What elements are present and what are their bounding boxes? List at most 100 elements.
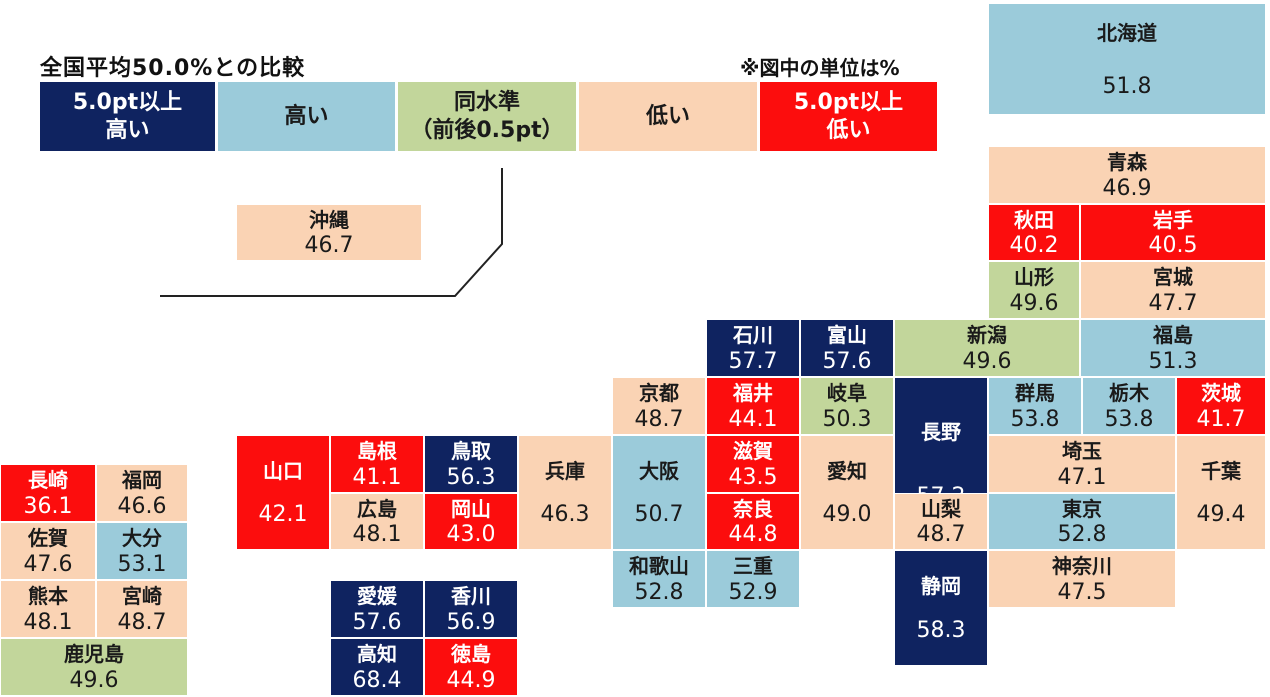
- pref-value: 50.3: [822, 407, 872, 432]
- pref-tokushima: 徳島 44.9: [424, 638, 518, 696]
- pref-fukui: 福井 44.1: [706, 377, 800, 435]
- pref-value: 46.9: [1102, 176, 1152, 201]
- pref-value: 46.7: [304, 233, 354, 259]
- pref-value: 48.7: [117, 610, 167, 635]
- pref-hiroshima: 広島 48.1: [330, 493, 424, 550]
- pref-value: 48.7: [916, 522, 966, 548]
- pref-name: 沖縄: [309, 207, 349, 232]
- pref-value: 52.8: [634, 580, 684, 605]
- pref-name: 福岡: [122, 468, 162, 492]
- pref-kanagawa: 神奈川 47.5: [988, 550, 1176, 608]
- pref-name: 山形: [1014, 265, 1054, 289]
- pref-value: 40.2: [1009, 233, 1059, 259]
- legend-high: 高い: [218, 82, 395, 151]
- pref-fukuoka: 福岡 46.6: [96, 464, 188, 522]
- pref-mie: 三重 52.9: [706, 550, 800, 608]
- pref-name: 長崎: [28, 468, 68, 492]
- pref-kagawa: 香川 56.9: [424, 580, 518, 638]
- pref-okayama: 岡山 43.0: [424, 493, 518, 550]
- pref-value: 40.5: [1148, 233, 1198, 259]
- pref-value: 49.6: [69, 668, 119, 693]
- pref-value: 43.5: [728, 465, 778, 490]
- pref-shimane: 島根 41.1: [330, 435, 424, 493]
- pref-name: 兵庫: [545, 458, 585, 483]
- legend-label: （前後0.5pt）: [410, 117, 564, 143]
- pref-value: 57.6: [352, 610, 402, 635]
- pref-niigata: 新潟 49.6: [894, 319, 1080, 377]
- pref-toyama: 富山 57.6: [800, 319, 894, 377]
- pref-name: 宮城: [1153, 265, 1193, 289]
- pref-name: 岡山: [451, 496, 491, 521]
- pref-tottori: 鳥取 56.3: [424, 435, 518, 493]
- pref-tokyo: 東京 52.8: [988, 493, 1176, 550]
- pref-kyoto: 京都 48.7: [612, 377, 706, 435]
- pref-value: 48.1: [23, 610, 73, 635]
- pref-okinawa: 沖縄 46.7: [236, 204, 422, 261]
- pref-name: 群馬: [1015, 381, 1055, 405]
- pref-aomori: 青森 46.9: [988, 146, 1266, 204]
- pref-value: 57.6: [822, 349, 872, 374]
- pref-value: 49.6: [962, 349, 1012, 374]
- pref-name: 山口: [263, 458, 303, 483]
- pref-name: 新潟: [967, 323, 1007, 347]
- pref-value: 36.1: [23, 494, 73, 519]
- pref-value: 46.6: [117, 494, 167, 519]
- pref-name: 愛知: [827, 458, 867, 483]
- pref-name: 高知: [357, 642, 397, 666]
- pref-gifu: 岐阜 50.3: [800, 377, 894, 435]
- pref-value: 53.8: [1010, 407, 1060, 432]
- pref-name: 石川: [733, 323, 773, 347]
- pref-ehime: 愛媛 57.6: [330, 580, 424, 638]
- pref-value: 48.7: [634, 407, 684, 432]
- pref-name: 富山: [827, 323, 867, 347]
- pref-value: 52.9: [728, 580, 778, 605]
- pref-miyazaki: 宮崎 48.7: [96, 580, 188, 638]
- legend-label: 高い: [105, 117, 150, 143]
- pref-value: 48.1: [352, 522, 402, 548]
- pref-name: 神奈川: [1052, 554, 1112, 578]
- pref-name: 島根: [357, 439, 397, 463]
- pref-name: 三重: [733, 554, 773, 578]
- legend-label: 高い: [284, 103, 329, 129]
- pref-osaka: 大阪 50.7: [612, 435, 706, 550]
- pref-shizuoka: 静岡 58.3: [894, 550, 988, 666]
- pref-value: 43.0: [446, 522, 496, 548]
- pref-wakayama: 和歌山 52.8: [612, 550, 706, 608]
- pref-name: 大分: [122, 526, 162, 550]
- pref-value: 49.6: [1009, 291, 1059, 316]
- pref-value: 53.8: [1104, 407, 1154, 432]
- pref-value: 47.7: [1148, 291, 1198, 316]
- pref-name: 埼玉: [1062, 439, 1102, 463]
- pref-shiga: 滋賀 43.5: [706, 435, 800, 493]
- pref-value: 68.4: [352, 668, 402, 693]
- legend-label: 低い: [645, 103, 690, 129]
- pref-name: 岐阜: [827, 381, 867, 405]
- pref-value: 41.7: [1196, 407, 1246, 432]
- pref-tochigi: 栃木 53.8: [1082, 377, 1176, 435]
- pref-iwate: 岩手 40.5: [1080, 204, 1266, 261]
- pref-value: 49.0: [822, 502, 872, 528]
- pref-value: 44.1: [728, 407, 778, 432]
- pref-name: 大阪: [639, 458, 679, 483]
- pref-name: 栃木: [1109, 381, 1149, 405]
- pref-miyagi: 宮城 47.7: [1080, 261, 1266, 319]
- pref-name: 佐賀: [28, 526, 68, 550]
- legend-very-high: 5.0pt以上 高い: [40, 82, 215, 151]
- legend-low: 低い: [579, 82, 757, 151]
- pref-name: 秋田: [1014, 207, 1054, 232]
- pref-value: 51.3: [1148, 349, 1198, 374]
- pref-name: 宮崎: [122, 584, 162, 608]
- pref-hokkaido: 北海道 51.8: [988, 3, 1266, 115]
- pref-yamagata: 山形 49.6: [988, 261, 1080, 319]
- legend-same: 同水準 （前後0.5pt）: [398, 82, 576, 151]
- pref-aichi: 愛知 49.0: [800, 435, 894, 550]
- pref-oita: 大分 53.1: [96, 522, 188, 580]
- pref-value: 46.3: [540, 502, 590, 528]
- pref-fukushima: 福島 51.3: [1080, 319, 1266, 377]
- pref-name: 東京: [1062, 496, 1102, 521]
- pref-name: 香川: [451, 584, 491, 608]
- pref-value: 47.5: [1057, 580, 1107, 605]
- pref-value: 57.7: [728, 349, 778, 374]
- pref-value: 50.7: [634, 502, 684, 528]
